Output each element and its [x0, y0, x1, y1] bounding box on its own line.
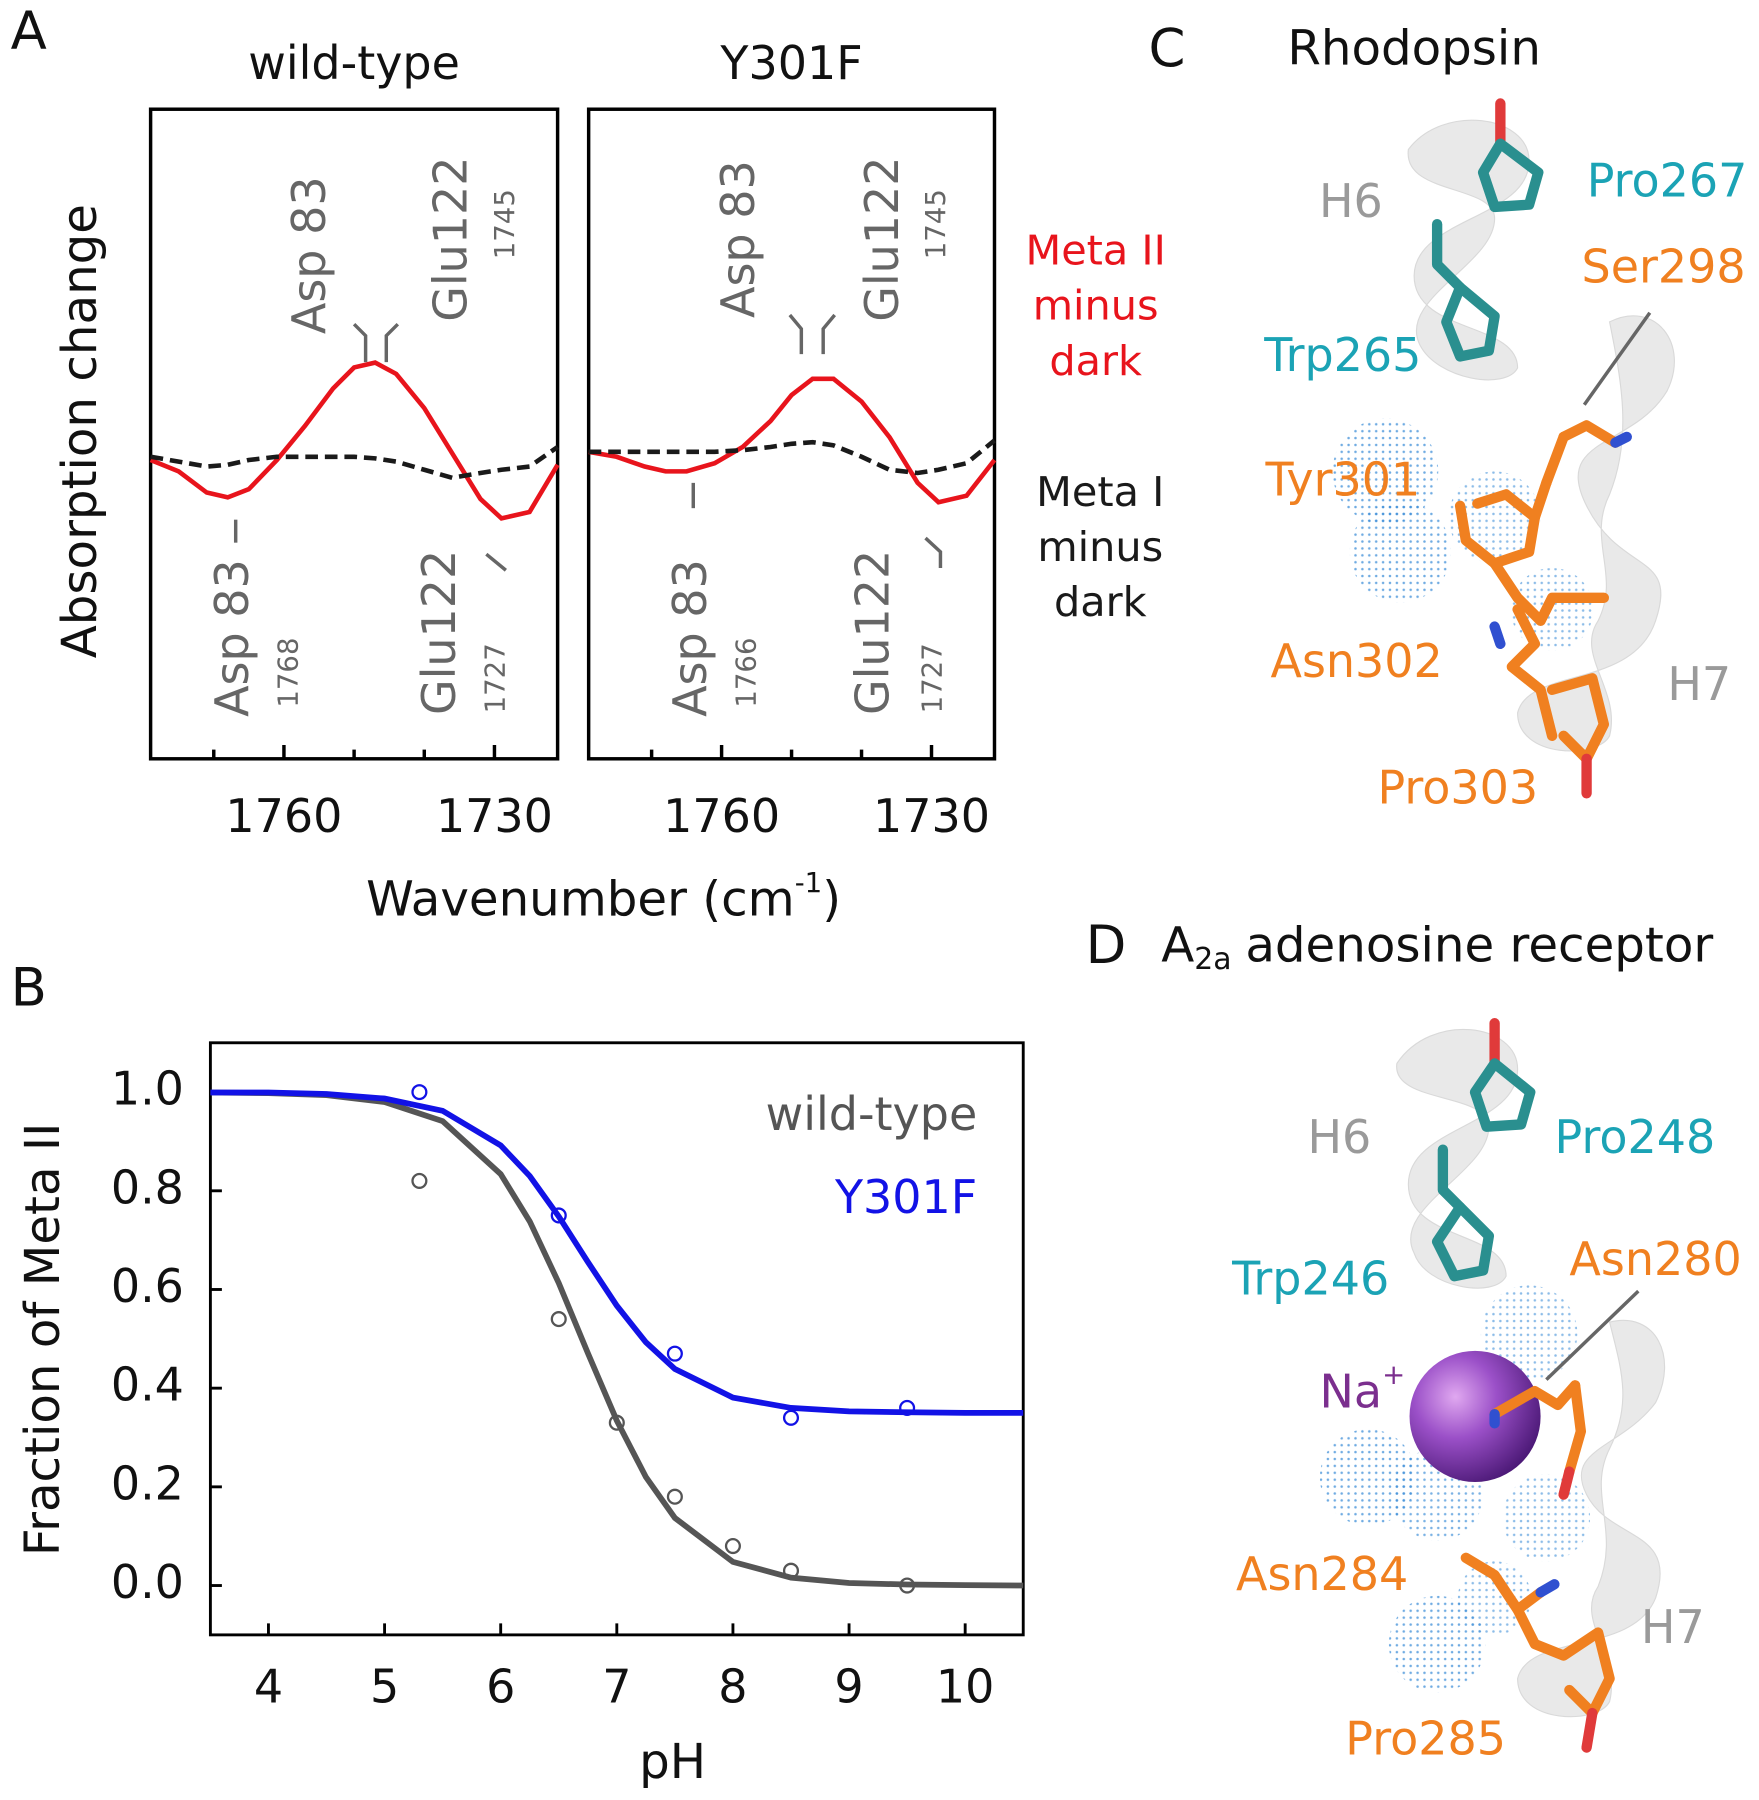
peak-marker: [352, 322, 400, 363]
spectrum-line: [149, 360, 560, 521]
structure-label: H6: [1319, 174, 1383, 228]
data-point: [411, 1084, 428, 1101]
y-tick-label: 0.0: [111, 1555, 184, 1609]
legend-entry: Meta I minus dark: [1036, 469, 1165, 627]
structure-title-text: adenosine receptor: [1245, 918, 1713, 974]
data-point: [899, 1577, 916, 1594]
x-tick-label: 1730: [436, 789, 553, 843]
peak-wavenumber: 1745: [488, 189, 521, 259]
peak-label: Glu122: [855, 156, 909, 321]
structure-title: Rhodopsin: [1287, 21, 1541, 77]
y-axis-label: Absorption change: [52, 204, 108, 658]
structure-label: Tyr301: [1264, 452, 1420, 506]
spectrum-line: [588, 438, 996, 476]
x-tick-label: 4: [254, 1660, 283, 1714]
y-tick-label: 0.4: [111, 1358, 184, 1412]
peak-marker: [924, 536, 943, 568]
structure-label: Ser298: [1582, 240, 1746, 294]
legend-entry: wild-type: [766, 1087, 978, 1141]
a2a-structure: [1319, 1018, 1665, 1753]
y-tick-label: 1.0: [111, 1062, 184, 1116]
x-tick-label: 7: [602, 1660, 631, 1714]
x-axis-label-sup: -1: [795, 866, 823, 899]
chart-title: wild-type: [248, 36, 460, 90]
structure-label: Trp246: [1231, 1251, 1389, 1305]
structure-title-prefix: A: [1161, 918, 1194, 974]
structure-label: Pro248: [1555, 1110, 1716, 1164]
chart-title: Y301F: [719, 36, 862, 90]
data-point: [411, 1172, 428, 1189]
data-point: [550, 1207, 567, 1224]
peak-wavenumber: 1768: [272, 637, 305, 707]
y-tick-label: 0.8: [111, 1160, 184, 1214]
legend-entry: Y301F: [834, 1170, 977, 1224]
structure-label: Pro303: [1377, 760, 1538, 814]
spectrum-line: [150, 445, 559, 481]
rhodopsin-structure: [1332, 98, 1675, 799]
y-tick-label: 0.6: [111, 1259, 184, 1313]
data-point: [782, 1562, 800, 1579]
data-point: [666, 1488, 683, 1505]
structure-label: H7: [1667, 657, 1731, 711]
structure-label: Asn280: [1569, 1232, 1741, 1286]
data-point: [550, 1311, 567, 1328]
x-axis-label-end: ): [822, 872, 841, 928]
y-tick-label: 0.2: [111, 1456, 184, 1510]
peak-wavenumber: 1766: [729, 637, 762, 707]
data-point: [899, 1399, 916, 1416]
peak-wavenumber: 1727: [916, 643, 949, 713]
peak-label: Asp 83: [663, 559, 717, 717]
x-tick-label: 9: [834, 1660, 863, 1714]
x-tick-label: 5: [370, 1660, 399, 1714]
structure-title-sub: 2a: [1194, 941, 1231, 976]
structure-title: A2a adenosine receptor: [1161, 918, 1713, 977]
data-point: [608, 1414, 625, 1431]
peak-marker: [788, 313, 837, 355]
panel-label: C: [1148, 18, 1185, 79]
data-point: [666, 1345, 683, 1362]
peak-marker: [485, 552, 507, 572]
peak-label: Asp 83: [282, 176, 336, 334]
x-tick-label: 1730: [873, 789, 990, 843]
structure-label: Pro285: [1345, 1711, 1506, 1765]
peak-label: Asp 83: [205, 559, 259, 717]
peak-wavenumber: 1745: [919, 189, 952, 259]
panel-label: B: [11, 958, 47, 1019]
panel-label: D: [1086, 915, 1127, 976]
x-tick-label: 1760: [225, 789, 342, 843]
peak-label: Glu122: [424, 156, 478, 321]
fit-curve: [210, 1089, 1024, 1589]
spectrum-line: [588, 376, 997, 505]
structure-label: Trp265: [1263, 328, 1421, 382]
structure-label-sup: +: [1382, 1358, 1405, 1391]
structure-label: Na+: [1320, 1358, 1406, 1418]
x-tick-label: 1760: [663, 789, 780, 843]
fit-curve: [210, 1089, 1024, 1416]
peak-label: Glu122: [412, 550, 466, 715]
structure-label: H7: [1641, 1600, 1705, 1654]
x-tick-label: 6: [486, 1660, 515, 1714]
x-axis-label-text: Wavenumber (cm: [366, 872, 795, 928]
data-point: [782, 1409, 800, 1426]
structure-label: Asn302: [1271, 634, 1443, 688]
structure-label: Asn284: [1236, 1547, 1408, 1601]
x-axis-label: Wavenumber (cm-1): [366, 866, 841, 927]
structure-label: H6: [1307, 1110, 1371, 1164]
peak-label: Glu122: [846, 550, 900, 715]
x-tick-label: 10: [936, 1660, 994, 1714]
y-axis-label: Fraction of Meta II: [15, 1123, 71, 1557]
peak-wavenumber: 1727: [479, 643, 512, 713]
structure-label: Pro267: [1587, 153, 1748, 207]
peak-label: Asp 83: [711, 160, 765, 318]
panel-label: A: [11, 1, 47, 62]
legend-entry: Meta II minus dark: [1025, 227, 1166, 386]
data-point: [724, 1538, 741, 1555]
structure-label-text: Na: [1320, 1364, 1383, 1418]
x-tick-label: 8: [718, 1660, 747, 1714]
x-axis-label: pH: [639, 1734, 706, 1790]
